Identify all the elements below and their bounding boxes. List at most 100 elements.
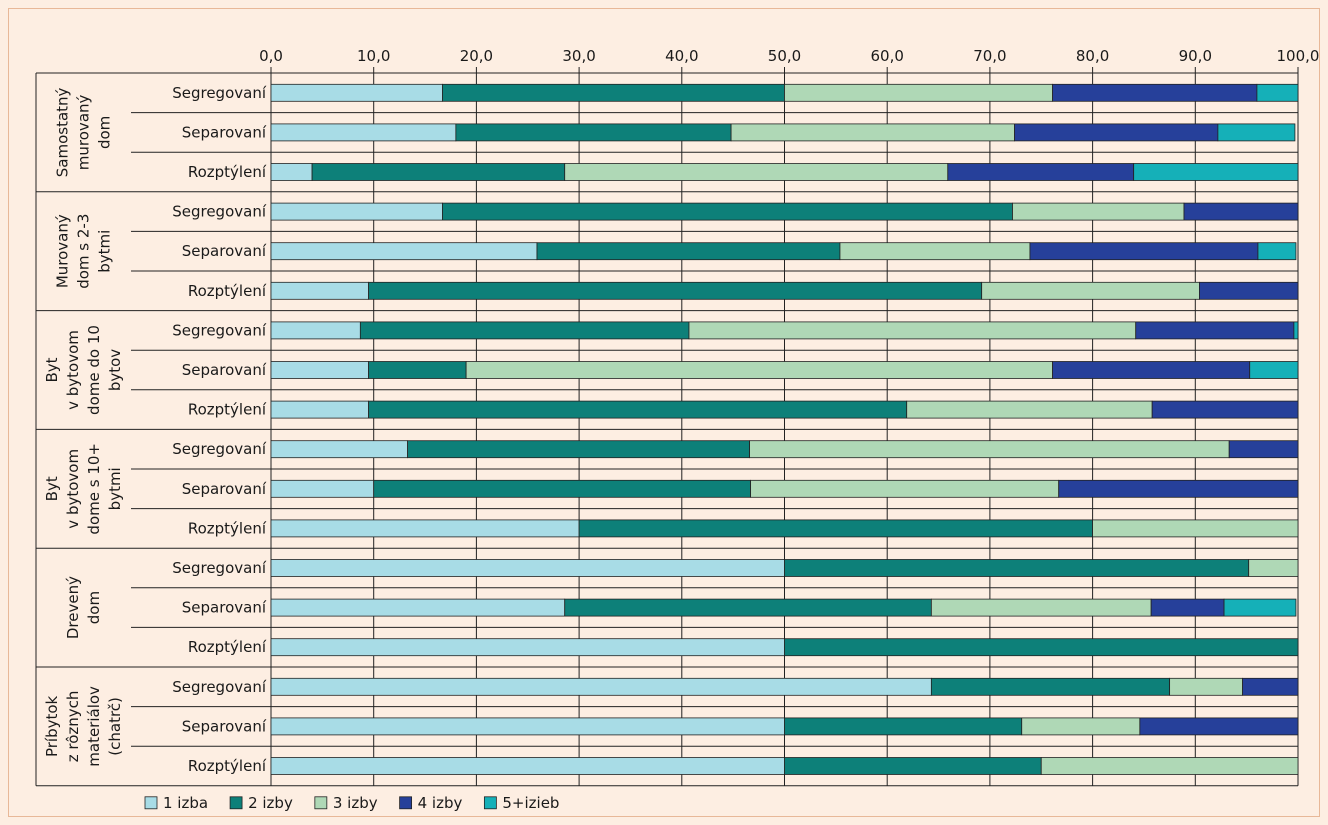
bar-segment [1249,361,1299,379]
group-label: Príbytok z rôznych materiálov (chatrč) [43,686,124,767]
category-label: Rozptýlení [188,163,267,181]
bar-segment [1058,479,1299,498]
bar-segment [1135,321,1295,340]
bar-segment [784,638,1299,657]
x-tick-label: 50,0 [768,47,801,65]
bar-segment [270,717,785,736]
bar-segment [359,321,690,340]
group-label-line: dome s 10+ [85,443,103,535]
legend-label: 1 izba [163,794,208,812]
bar-segment [1199,281,1299,300]
group-label-line: Samostatný [54,87,72,177]
bar-segment [270,361,369,379]
category-label: Rozptýlení [188,638,267,656]
category-label: Separovaní [182,242,267,260]
legend-swatch [483,796,497,810]
bar-segment [368,400,908,419]
group-label-line: dom s 2-3 [75,214,93,289]
bar-segment [270,757,785,775]
category-label: Separovaní [182,717,267,735]
x-tick-label: 60,0 [870,47,903,65]
category-label: Separovaní [182,480,267,498]
bar-segment [906,400,1153,419]
group-label-line: v bytovom [64,330,82,410]
group-label: Samostatný murovaný dom [54,87,114,177]
category-label: Segregovaní [172,321,267,339]
bar-segment [455,123,732,142]
group-label-line: v bytovom [64,449,82,529]
group-label-line: Drevený [64,576,82,639]
bar-segment [270,400,369,419]
bar-segment [270,559,785,577]
bar-segment [311,163,566,181]
bar-segment [784,83,1053,102]
bar-segment [270,202,443,221]
bar-segment [536,242,841,261]
group-label-line: Príbytok [43,695,61,757]
bar-segment [1151,400,1299,419]
bar-segment [930,598,1152,617]
group-label-line: Byt [43,476,61,501]
group-label-line: (chatrč) [106,697,124,756]
bar-segment [1150,598,1225,617]
bar-segment [749,440,1230,459]
bar-segment [270,321,361,340]
bar-segment [442,83,785,102]
group-label-line: bytmi [96,230,114,273]
legend-swatch [314,796,328,810]
bar-segment [270,440,408,459]
category-label: Segregovaní [172,559,267,577]
bar-segment [1052,361,1251,379]
bar-segment [270,123,457,142]
x-tick-label: 0,0 [259,47,283,65]
bar-segment [1183,202,1299,221]
bar-segment [270,677,932,696]
category-label: Separovaní [182,361,267,379]
bar-segment [1293,321,1299,340]
category-label: Rozptýlení [188,519,267,537]
bar-segment [368,361,467,379]
bar-segment [688,321,1137,340]
legend-label: 4 izby [418,794,463,812]
group-label-line: dom [85,591,103,624]
group-label-line: Byt [43,357,61,382]
bar-segment [578,519,1093,538]
group-label-line: dome do 10 [85,325,103,415]
category-label: Segregovaní [172,678,267,696]
group-label-line: bytmi [106,467,124,510]
bar-segment [981,281,1200,300]
bar-segment [1257,242,1297,261]
bar-segment [930,677,1171,696]
category-label: Segregovaní [172,84,267,102]
bar-segment [730,123,1015,142]
stacked-bar-chart: 0,0 10,0 20,0 30,0 40,0 50,0 60,0 70,0 80,0 90,0 1… [35,47,1319,812]
x-tick-label: 70,0 [973,47,1006,65]
bar-segment [784,717,1023,736]
category-label: Separovaní [182,123,267,141]
category-label: Rozptýlení [188,757,267,775]
group-label-line: materiálov [85,686,103,767]
bar-segment [270,281,369,300]
bar-segment [784,757,1042,775]
bar-segment [465,361,1053,379]
bar-segment [270,598,566,617]
category-label: Segregovaní [172,203,267,221]
x-tick-label: 30,0 [562,47,595,65]
group-label-line: z rôznych [64,691,82,763]
bar-segment [1217,123,1296,142]
category-label: Rozptýlení [188,401,267,419]
bar-segment [368,281,983,300]
legend-label: 5+izieb [502,794,559,812]
bar-segment [1052,83,1258,102]
bar-segment [1133,163,1299,181]
x-tick-label: 10,0 [357,47,390,65]
bar-segment [1228,440,1299,459]
legend-swatch [229,796,243,810]
x-tick-label: 80,0 [1076,47,1109,65]
category-label: Rozptýlení [188,282,267,300]
group-label: Drevený dom [64,576,103,639]
bar-segment [1248,559,1299,577]
bar-segment [270,83,443,102]
group-label: Murovaný dom s 2-3 bytmi [54,214,114,289]
bar-segment [373,479,752,498]
